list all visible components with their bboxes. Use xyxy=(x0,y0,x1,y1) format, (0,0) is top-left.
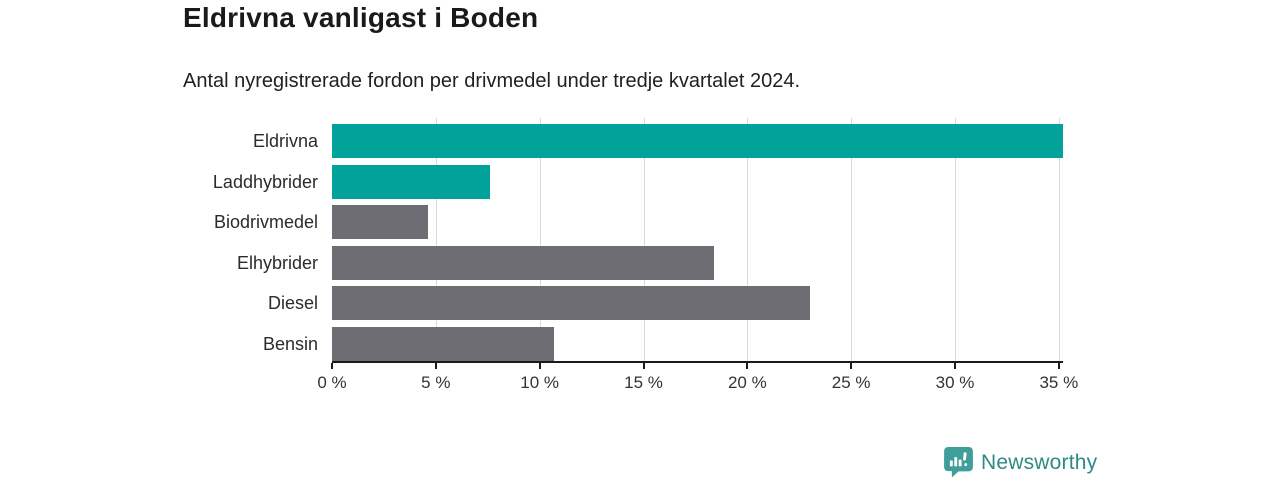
x-tick-mark xyxy=(331,363,333,369)
gridline xyxy=(955,118,956,361)
category-label-elhybrider: Elhybrider xyxy=(236,252,318,273)
x-tick-mark xyxy=(746,363,749,369)
gridline xyxy=(435,118,437,361)
chart-title: Eldrivna vanligast i Boden xyxy=(183,2,539,33)
x-tick-label: 30 % xyxy=(935,373,975,392)
gridline xyxy=(747,118,749,361)
x-tick-label: 10 % xyxy=(520,373,560,392)
bar-eldrivna xyxy=(332,124,1063,158)
x-tick-label: 35 % xyxy=(1039,373,1079,392)
x-tick-label: 5 % xyxy=(421,373,451,392)
x-tick-mark xyxy=(642,363,645,369)
x-tick-label: 20 % xyxy=(727,373,767,392)
chart-subtitle: Antal nyregistrerade fordon per drivmede… xyxy=(183,70,801,92)
bar-laddhybrider xyxy=(332,164,490,199)
category-label-laddhybrider: Laddhybrider xyxy=(212,171,318,192)
x-tick-label: 15 % xyxy=(624,373,663,392)
x-tick-mark xyxy=(538,363,541,369)
newsworthy-logo-text: Newsworthy xyxy=(981,450,1098,474)
category-label-biodrivmedel: Biodrivmedel xyxy=(213,212,318,232)
bar-biodrivmedel xyxy=(332,205,428,239)
gridline xyxy=(851,118,853,361)
category-label-bensin: Bensin xyxy=(262,333,318,354)
gridline xyxy=(643,118,645,361)
x-tick-label: 0 % xyxy=(317,373,347,392)
category-label-diesel: Diesel xyxy=(267,293,318,313)
x-tick-mark xyxy=(434,363,437,369)
x-tick-label: 25 % xyxy=(831,373,871,392)
newsworthy-logo-icon xyxy=(944,447,973,478)
bar-elhybrider xyxy=(332,245,714,280)
bar-diesel xyxy=(332,286,810,320)
newsworthy-logo[interactable]: Newsworthy xyxy=(944,447,1097,478)
gridline xyxy=(1058,118,1060,361)
x-axis-line xyxy=(332,361,1063,363)
category-label-eldrivna: Eldrivna xyxy=(252,131,318,151)
gridline xyxy=(539,118,541,361)
x-tick-mark xyxy=(1057,363,1060,369)
bar-bensin xyxy=(332,326,554,361)
x-tick-mark xyxy=(850,363,853,369)
x-tick-mark xyxy=(954,363,956,369)
